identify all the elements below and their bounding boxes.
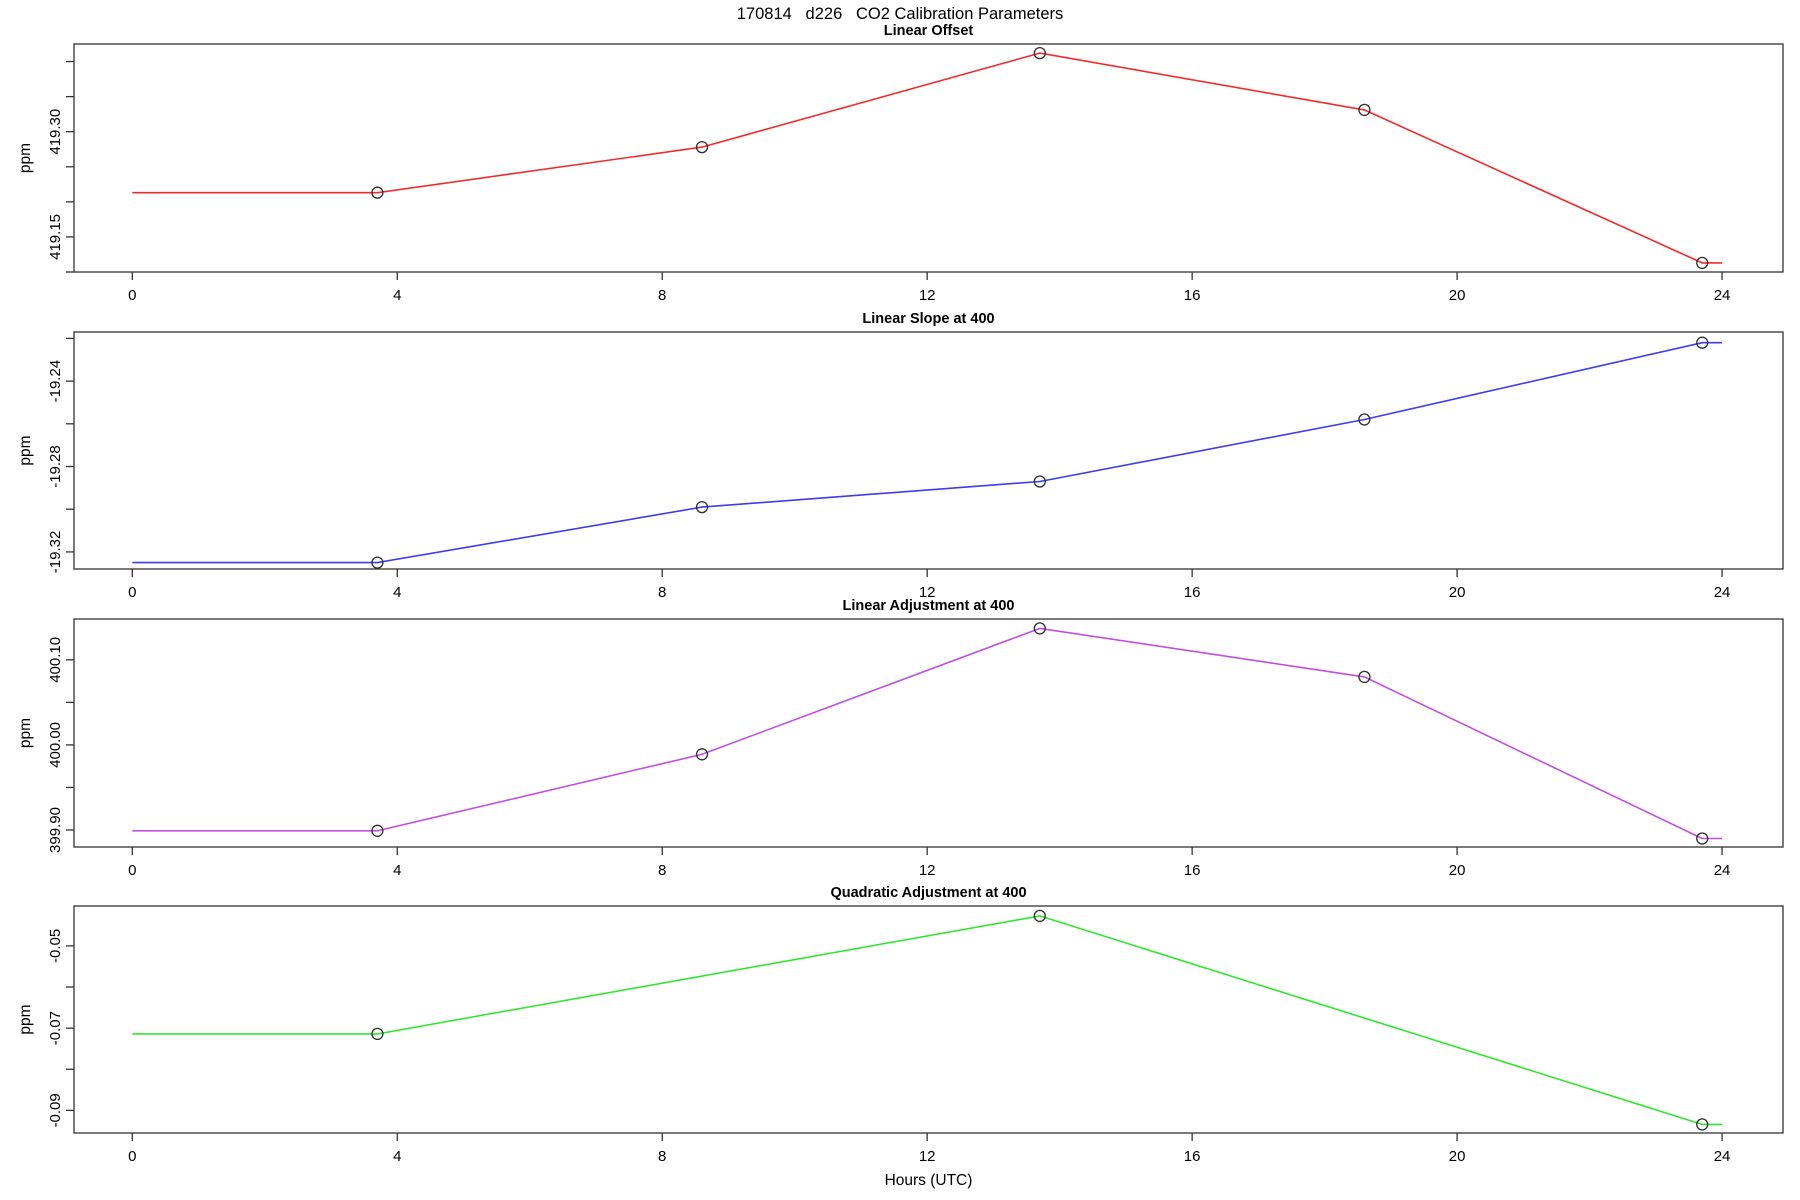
panel-2: Linear Slope at 400 0 4 8 12 16 20 24 -19.32 -19.… <box>17 311 1784 601</box>
data-point-marker <box>371 556 384 569</box>
x-tick-label: 4 <box>393 862 401 879</box>
data-point-marker <box>1696 336 1709 349</box>
series-line <box>132 341 1723 564</box>
x-tick-label: 4 <box>393 1148 401 1165</box>
data-point-marker <box>1033 909 1046 923</box>
plot-box <box>73 905 1784 1134</box>
y-tick-label: -0.05 <box>47 929 64 963</box>
data-point-marker <box>371 1027 384 1041</box>
x-tick-label: 20 <box>1449 287 1466 304</box>
plot-box <box>73 331 1784 570</box>
x-tick-label: 24 <box>1714 1148 1731 1165</box>
x-tick-label: 12 <box>919 1148 936 1165</box>
figure-title: 170814 d226 CO2 Calibration Parameters <box>736 5 1064 23</box>
y-tick-label: -0.09 <box>47 1093 64 1127</box>
x-tick-label: 24 <box>1714 584 1731 601</box>
x-tick-label: 16 <box>1184 584 1201 601</box>
data-point-marker <box>1358 413 1371 426</box>
panel-title: Linear Adjustment at 400 <box>843 598 1015 614</box>
y-tick-label: 419.30 <box>47 109 64 155</box>
x-tick-label: 16 <box>1184 287 1201 304</box>
plot-box <box>73 43 1784 273</box>
panel-3: Linear Adjustment at 400 0 4 8 12 16 20 24 399.9… <box>17 598 1784 879</box>
y-axis-title: ppm <box>17 435 34 465</box>
y-axis-title: ppm <box>17 718 34 748</box>
y-tick-label: -19.28 <box>47 445 64 488</box>
x-tick-label: 24 <box>1714 862 1731 879</box>
series-line <box>132 915 1723 1126</box>
panel-1: Linear Offset 0 4 8 12 16 20 24 419.15 419.30 ppm <box>17 23 1784 304</box>
x-tick-label: 8 <box>658 1148 666 1165</box>
y-tick-label: 399.90 <box>47 807 64 853</box>
data-point-marker <box>1696 1118 1709 1131</box>
x-tick-label: 0 <box>128 862 136 879</box>
x-tick-label: 20 <box>1449 584 1466 601</box>
data-point-marker <box>1033 46 1046 60</box>
x-tick-label: 0 <box>128 1148 136 1165</box>
panel-title: Quadratic Adjustment at 400 <box>830 885 1026 901</box>
data-point-marker <box>371 824 384 837</box>
panel-4: Quadratic Adjustment at 400 0 4 8 12 16 20 24 -0… <box>17 885 1784 1189</box>
data-point-marker <box>1033 622 1046 635</box>
x-tick-label: 0 <box>128 287 136 304</box>
x-tick-label: 4 <box>393 287 401 304</box>
x-tick-label: 20 <box>1449 1148 1466 1165</box>
x-tick-label: 8 <box>658 862 666 879</box>
y-axis-title: ppm <box>17 143 34 173</box>
x-tick-label: 0 <box>128 584 136 601</box>
y-tick-label: -19.32 <box>47 531 64 574</box>
data-point-marker <box>1358 670 1371 684</box>
x-tick-label: 16 <box>1184 1148 1201 1165</box>
data-point-marker <box>1358 103 1371 117</box>
plot-box <box>73 618 1784 848</box>
x-tick-label: 16 <box>1184 862 1201 879</box>
x-tick-label: 8 <box>658 584 666 601</box>
data-point-marker <box>1033 475 1046 488</box>
series-line <box>132 627 1723 840</box>
series-line <box>132 52 1723 264</box>
y-tick-label: 400.10 <box>47 637 64 683</box>
y-tick-label: -0.07 <box>47 1011 64 1045</box>
data-point-marker <box>371 186 384 199</box>
data-point-marker <box>1696 256 1709 270</box>
data-point-marker <box>1696 832 1709 845</box>
data-point-marker <box>695 500 709 514</box>
panel-title: Linear Slope at 400 <box>862 311 994 327</box>
y-tick-label: 400.00 <box>47 722 64 768</box>
x-tick-label: 4 <box>393 584 401 601</box>
x-tick-label: 8 <box>658 287 666 304</box>
y-axis-title: ppm <box>17 1004 34 1034</box>
y-tick-label: -19.24 <box>47 360 64 403</box>
x-axis-title: Hours (UTC) <box>885 1172 973 1189</box>
x-tick-label: 12 <box>919 287 936 304</box>
data-point-marker <box>695 748 709 761</box>
data-point-marker <box>695 140 709 154</box>
y-tick-label: 419.15 <box>47 214 64 260</box>
x-tick-label: 20 <box>1449 862 1466 879</box>
x-tick-label: 12 <box>919 584 936 601</box>
panel-title: Linear Offset <box>884 23 974 39</box>
x-tick-label: 12 <box>919 862 936 879</box>
x-tick-label: 24 <box>1714 287 1731 304</box>
